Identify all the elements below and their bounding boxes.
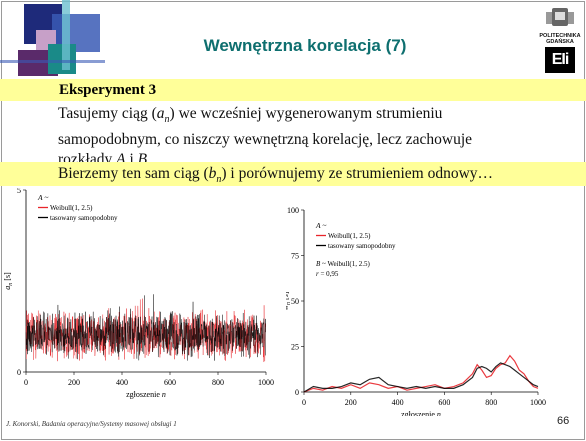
y-axis-label: an [s]	[4, 272, 14, 290]
x-tick-label: 600	[438, 398, 450, 407]
legend-title: A ~	[37, 193, 48, 202]
text-run: Bierzemy ten sam ciąg (	[58, 165, 209, 182]
text-run: Tasujemy ciąg (	[58, 105, 157, 122]
text-run: n	[164, 114, 170, 126]
x-tick-label: 800	[212, 378, 224, 387]
y-axis-label: wn [s]	[286, 291, 292, 310]
x-tick-label: 400	[116, 378, 128, 387]
crest-icon	[546, 8, 574, 26]
paragraph-2: Bierzemy ten sam ciąg (bn) i porównujemy…	[58, 164, 493, 190]
y-tick-label: 100	[287, 206, 299, 215]
footer-credit: J. Konorski, Badania operacyjne/Systemy …	[6, 420, 177, 428]
text-run: b	[208, 165, 217, 182]
text-run: B	[137, 151, 148, 169]
y-tick-label: 0	[295, 388, 299, 397]
y-tick-label: 75	[291, 252, 299, 261]
text-run: ) we wcześniej wygenerowanym strumieniu	[169, 105, 443, 122]
annotation-distribution: B ~ Weibull(1, 2.5)	[316, 260, 371, 268]
series-line-shuffled	[303, 362, 539, 393]
x-tick-label: 200	[345, 398, 357, 407]
logo-line-1: POLITECHNIKA	[539, 33, 581, 39]
paragraph-1: Tasujemy ciąg (an) we wcześniej wygenero…	[58, 104, 472, 170]
x-tick-label: 800	[485, 398, 497, 407]
y-tick-label: 5	[17, 188, 21, 195]
university-logo: POLITECHNIKA GDAŃSKA EIi	[538, 6, 582, 73]
legend-entry: tasowany samopodobny	[328, 242, 396, 250]
highlight-band	[0, 162, 586, 186]
logo-line-2: GDAŃSKA	[546, 39, 574, 45]
legend-entry: Weibull(1, 2.5)	[50, 204, 93, 212]
chart-interarrival: 0 200 400 600 800 1000 0 5 zgłoszenie n an [s] A ~…	[4, 188, 274, 399]
legend-title: A ~	[315, 221, 326, 230]
y-tick-label: 25	[291, 343, 299, 352]
x-tick-label: 1000	[530, 398, 546, 407]
x-axis-label: zgłoszenie n	[126, 390, 166, 399]
x-tick-label: 0	[24, 378, 28, 387]
series-line-shuffled	[25, 294, 266, 361]
text-run: n	[216, 174, 222, 186]
decorative-blocks	[0, 0, 110, 80]
y-tick-label: 0	[17, 368, 21, 377]
x-tick-label: 400	[392, 398, 404, 407]
page-number: 66	[557, 415, 570, 427]
y-tick-label: 50	[291, 297, 299, 306]
x-axis-label: zgłoszenie n	[401, 410, 441, 416]
legend-entry: Weibull(1, 2.5)	[328, 232, 371, 240]
chart-waiting-time: 0 200 400 600 800 1000 0 25 50 75 100 zgłoszenie n w…	[286, 206, 546, 416]
eti-letters: EIi	[545, 47, 575, 73]
series-line-weibull	[303, 354, 539, 393]
section-label: Eksperyment 3	[59, 82, 157, 98]
text-run: ) i porównujemy ze strumieniem odnowy…	[221, 165, 494, 182]
text-run: .	[147, 151, 151, 169]
x-tick-label: 200	[68, 378, 80, 387]
slide-title: Wewnętrzna korelacja (7)	[203, 36, 407, 55]
text-run: samopodobnym, co niszczy wewnętrzną kore…	[58, 131, 473, 149]
annotation-correlation: r = 0,95	[316, 270, 339, 278]
x-tick-label: 600	[164, 378, 176, 387]
text-run: A	[116, 151, 126, 169]
x-tick-label: 1000	[258, 378, 274, 387]
text-run: a	[156, 105, 165, 122]
legend-entry: tasowany samopodobny	[50, 214, 118, 222]
x-tick-label: 0	[302, 398, 306, 407]
section-band	[0, 79, 586, 101]
text-run: i	[125, 151, 138, 169]
